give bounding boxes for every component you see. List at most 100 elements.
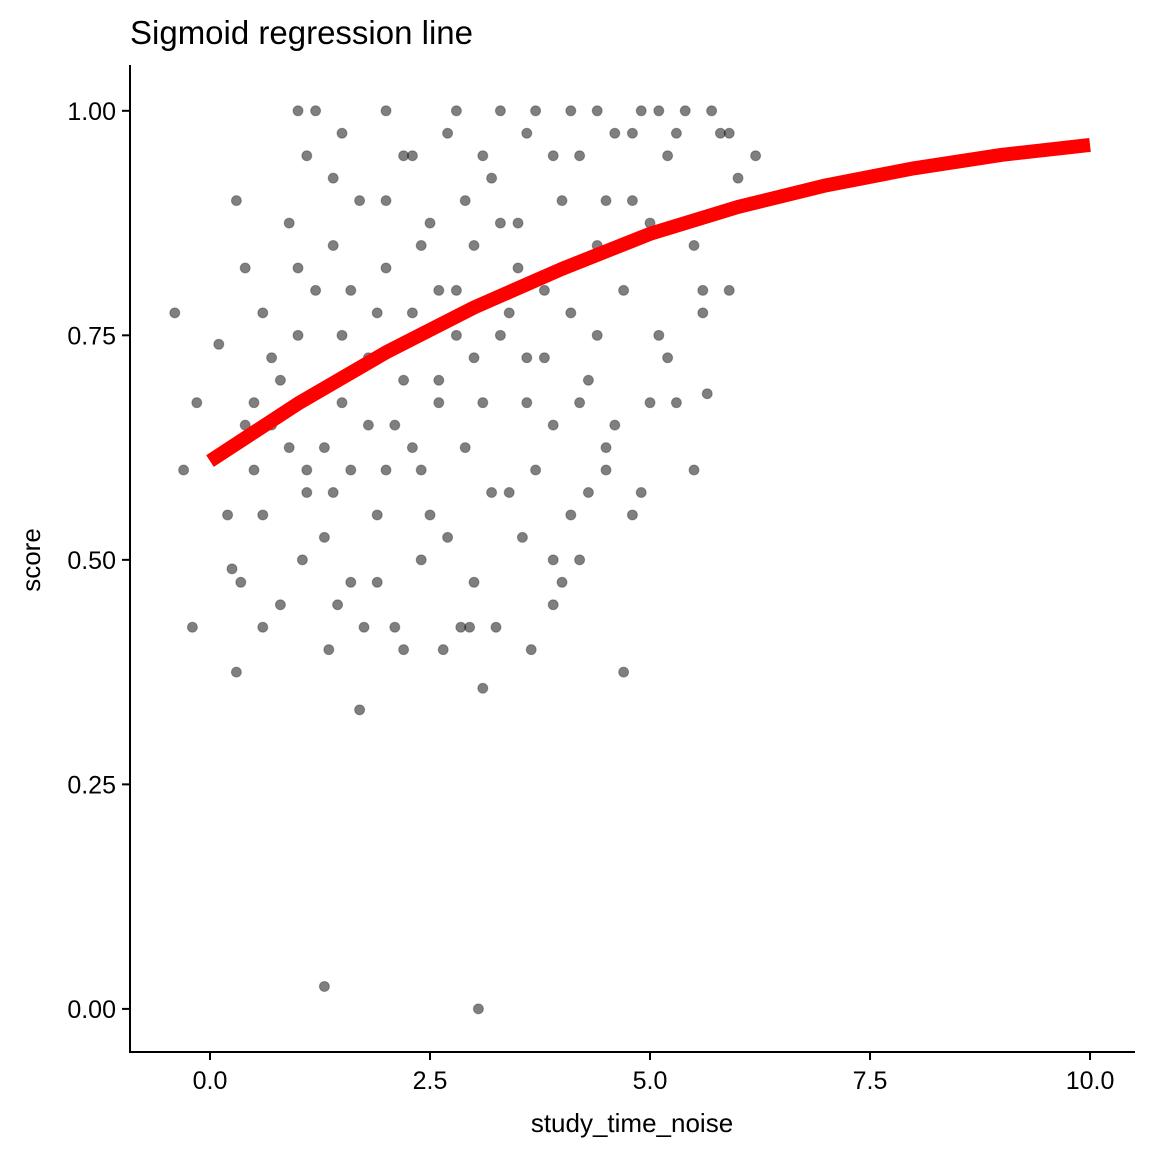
data-point xyxy=(459,442,471,454)
data-point xyxy=(582,374,594,386)
data-point xyxy=(389,621,401,633)
data-point xyxy=(565,105,577,117)
data-point xyxy=(662,352,674,364)
data-point xyxy=(442,531,454,543)
x-tick-label: 0.0 xyxy=(193,1067,228,1095)
data-point xyxy=(266,352,278,364)
data-point xyxy=(358,621,370,633)
data-point xyxy=(327,240,339,252)
data-point xyxy=(248,464,260,476)
data-point xyxy=(235,576,247,588)
data-point xyxy=(547,554,559,566)
x-tick-label: 7.5 xyxy=(853,1067,888,1095)
y-tick-label: 0.00 xyxy=(67,996,116,1024)
data-point xyxy=(723,284,735,296)
data-point xyxy=(670,397,682,409)
data-point xyxy=(732,172,744,184)
data-point xyxy=(688,240,700,252)
data-point xyxy=(283,442,295,454)
data-point xyxy=(226,563,238,575)
data-point xyxy=(618,666,630,678)
data-point xyxy=(380,195,392,207)
data-point xyxy=(600,464,612,476)
x-tick-label: 5.0 xyxy=(633,1067,668,1095)
data-point xyxy=(371,307,383,319)
data-point xyxy=(701,388,713,400)
data-point xyxy=(609,419,621,431)
data-point xyxy=(477,150,489,162)
data-point xyxy=(380,464,392,476)
data-point xyxy=(468,576,480,588)
data-point xyxy=(433,397,445,409)
data-point xyxy=(468,240,480,252)
data-point xyxy=(332,599,344,611)
y-tick-label: 0.75 xyxy=(67,322,116,350)
y-tick-label: 0.25 xyxy=(67,771,116,799)
data-point xyxy=(574,150,586,162)
data-point xyxy=(670,127,682,139)
data-point xyxy=(336,127,348,139)
data-point xyxy=(530,105,542,117)
data-point xyxy=(486,486,498,498)
data-point xyxy=(362,419,374,431)
data-point xyxy=(354,195,366,207)
data-point xyxy=(415,554,427,566)
data-point xyxy=(323,644,335,656)
data-point xyxy=(186,621,198,633)
data-point xyxy=(644,397,656,409)
data-point xyxy=(318,980,330,992)
data-point xyxy=(662,150,674,162)
data-point xyxy=(565,307,577,319)
data-point xyxy=(380,262,392,274)
data-point xyxy=(525,644,537,656)
data-point xyxy=(512,262,524,274)
data-point xyxy=(222,509,234,521)
data-point xyxy=(556,195,568,207)
data-point xyxy=(191,397,203,409)
data-point xyxy=(521,397,533,409)
data-point xyxy=(345,284,357,296)
data-point xyxy=(433,284,445,296)
data-point xyxy=(477,682,489,694)
data-point xyxy=(450,105,462,117)
data-point xyxy=(257,509,269,521)
data-point xyxy=(274,374,286,386)
data-point xyxy=(503,307,515,319)
data-point xyxy=(626,509,638,521)
data-point xyxy=(714,127,726,139)
data-point xyxy=(415,464,427,476)
data-point xyxy=(635,105,647,117)
data-point xyxy=(679,105,691,117)
data-point xyxy=(565,509,577,521)
data-point xyxy=(230,195,242,207)
data-point xyxy=(283,217,295,229)
data-point xyxy=(389,419,401,431)
data-point xyxy=(494,105,506,117)
data-point xyxy=(706,105,718,117)
data-point xyxy=(406,150,418,162)
data-point xyxy=(345,464,357,476)
data-point xyxy=(415,240,427,252)
data-point xyxy=(178,464,190,476)
data-point xyxy=(301,150,313,162)
data-point xyxy=(310,284,322,296)
data-point xyxy=(547,419,559,431)
data-point xyxy=(494,217,506,229)
data-point xyxy=(450,284,462,296)
data-point xyxy=(547,599,559,611)
data-point xyxy=(512,217,524,229)
data-point xyxy=(292,329,304,341)
data-point xyxy=(327,172,339,184)
data-point xyxy=(538,352,550,364)
data-point xyxy=(459,195,471,207)
data-point xyxy=(600,195,612,207)
data-point xyxy=(310,105,322,117)
data-point xyxy=(248,397,260,409)
data-point xyxy=(494,329,506,341)
data-point xyxy=(591,105,603,117)
data-point xyxy=(516,531,528,543)
data-point xyxy=(292,105,304,117)
